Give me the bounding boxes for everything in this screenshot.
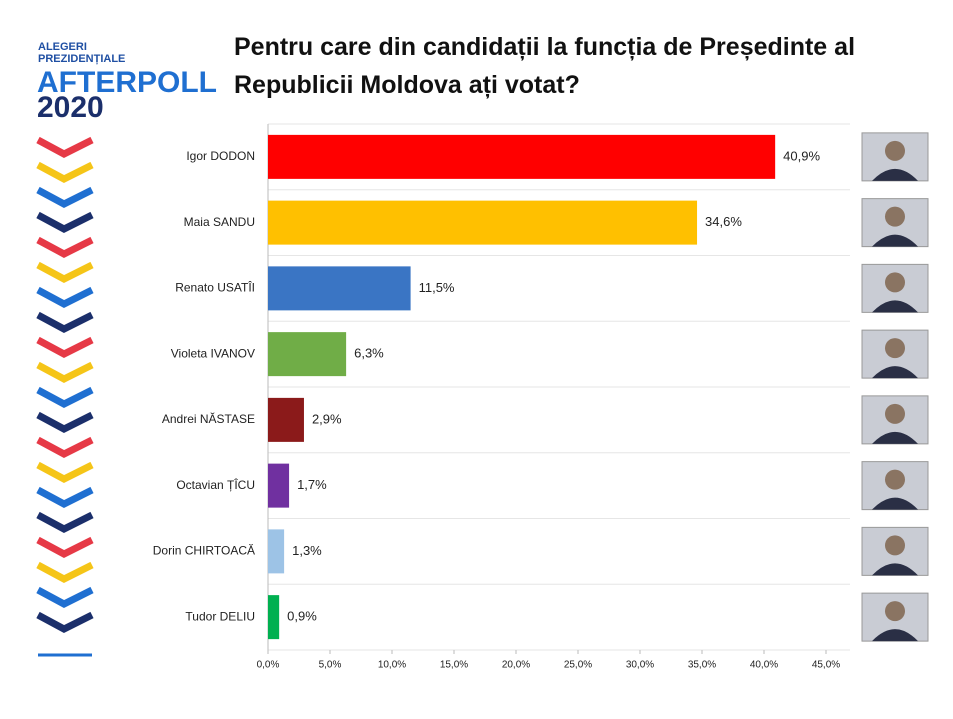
candidate-photo-body <box>872 497 918 510</box>
candidate-photo-head <box>885 403 905 424</box>
x-tick-label: 5,0% <box>319 660 342 671</box>
decoration <box>36 186 94 208</box>
value-label: 1,3% <box>292 543 322 558</box>
category-label: Dorin CHIRTOACĂ <box>153 543 255 558</box>
decoration <box>36 511 94 533</box>
decoration <box>36 361 94 383</box>
decoration <box>36 536 94 558</box>
decoration <box>36 386 94 408</box>
bar <box>268 332 347 377</box>
decoration <box>36 336 94 358</box>
decoration <box>36 261 94 283</box>
x-tick-label: 15,0% <box>440 660 468 671</box>
decoration <box>36 561 94 583</box>
value-label: 2,9% <box>312 411 342 426</box>
candidate-photo-body <box>872 300 918 313</box>
candidate-photo-head <box>885 140 905 161</box>
candidate-photo-head <box>885 535 905 556</box>
decoration <box>36 211 94 233</box>
bar <box>268 200 698 245</box>
candidate-photo-body <box>872 431 918 444</box>
category-label: Renato USATÎI <box>175 280 255 295</box>
bar <box>268 397 304 442</box>
candidate-photo-body <box>872 563 918 576</box>
bar <box>268 463 290 508</box>
value-label: 40,9% <box>783 148 820 163</box>
candidate-photo-head <box>885 601 905 622</box>
decoration <box>36 286 94 308</box>
category-label: Andrei NĂSTASE <box>162 411 255 426</box>
x-tick-label: 35,0% <box>688 660 716 671</box>
decoration <box>36 461 94 483</box>
category-label: Maia SANDU <box>184 215 255 229</box>
decoration <box>36 136 94 158</box>
logo-year: 2020 <box>37 91 104 124</box>
candidate-photo-body <box>872 234 918 247</box>
candidate-photo-body <box>872 366 918 379</box>
logo-brand: AFTERPOLL <box>37 66 217 99</box>
decoration <box>36 486 94 508</box>
x-tick-label: 45,0% <box>812 660 840 671</box>
logo-line: PREZIDENȚIALE <box>38 53 125 65</box>
category-label: Octavian ȚÎCU <box>176 477 255 492</box>
x-tick-label: 30,0% <box>626 660 654 671</box>
decoration <box>36 311 94 333</box>
candidate-photo-head <box>885 338 905 359</box>
bar <box>268 266 411 311</box>
decoration <box>36 611 94 633</box>
decoration <box>36 236 94 258</box>
x-tick-label: 0,0% <box>257 660 280 671</box>
candidate-photo-head <box>885 469 905 490</box>
bar <box>268 529 285 574</box>
candidate-photo-head <box>885 206 905 227</box>
value-label: 0,9% <box>287 609 317 624</box>
value-label: 1,7% <box>297 477 327 492</box>
x-tick-label: 25,0% <box>564 660 592 671</box>
category-label: Tudor DELIU <box>185 609 255 623</box>
bar <box>268 595 280 640</box>
value-label: 34,6% <box>705 214 742 229</box>
candidate-photo-body <box>872 168 918 181</box>
decoration <box>36 436 94 458</box>
value-label: 6,3% <box>354 346 384 361</box>
category-label: Igor DODON <box>186 149 255 163</box>
x-tick-label: 40,0% <box>750 660 778 671</box>
decoration <box>36 411 94 433</box>
candidate-photo-head <box>885 272 905 293</box>
value-label: 11,5% <box>419 280 455 295</box>
logo-line: ALEGERI <box>38 41 87 53</box>
x-tick-label: 10,0% <box>378 660 406 671</box>
decoration <box>36 161 94 183</box>
category-label: Violeta IVANOV <box>171 346 255 360</box>
x-tick-label: 20,0% <box>502 660 530 671</box>
bar <box>268 134 776 179</box>
candidate-photo-body <box>872 629 918 642</box>
decoration <box>36 586 94 608</box>
chart-title: Pentru care din candidații la funcția de… <box>234 33 856 99</box>
